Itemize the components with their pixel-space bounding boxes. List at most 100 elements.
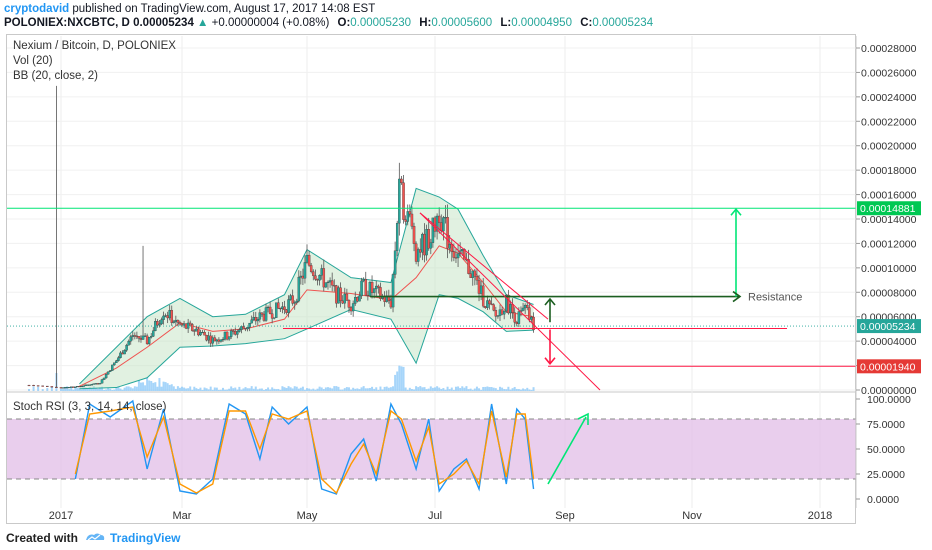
arrow-head (732, 290, 742, 303)
y-tick-label: 0.00004000 (861, 336, 917, 348)
candle-body (217, 339, 221, 342)
tradingview-brand[interactable]: TradingView (110, 531, 181, 545)
volume-bar (271, 387, 274, 391)
volume-bar (429, 386, 432, 391)
candle-body (297, 276, 301, 302)
volume-bar (392, 386, 395, 391)
volume-bar (316, 388, 319, 391)
candle-body (254, 317, 258, 322)
candle-body (98, 383, 102, 385)
volume-bar (320, 387, 323, 391)
candle-body (172, 321, 176, 323)
volume-bar (189, 386, 192, 391)
candle-body (356, 297, 359, 302)
volume-bar (127, 386, 130, 391)
volume-bar (123, 387, 126, 391)
volume-bar (244, 387, 247, 391)
candle-body (414, 243, 418, 262)
candle-body (328, 280, 332, 283)
candle-body (368, 282, 372, 296)
volume-bar (267, 387, 270, 391)
author-link[interactable]: cryptodavid (4, 3, 70, 15)
volume-bar (312, 388, 315, 391)
candle-body (314, 275, 317, 280)
candle-body (303, 262, 307, 279)
last-price: 0.00005234 (133, 17, 194, 29)
volume-bar (238, 386, 241, 391)
close-value: 0.00005234 (592, 17, 654, 29)
candle-body (362, 279, 365, 282)
candle-body (358, 295, 361, 302)
arrow-head (577, 412, 589, 425)
volume-bar (505, 389, 508, 391)
volume-bar (50, 386, 53, 391)
volume-bar (265, 389, 268, 391)
volume-legend[interactable]: Vol (20) (13, 55, 53, 67)
volume-bar (205, 388, 208, 391)
candle-body (88, 384, 91, 386)
volume-bar (256, 389, 259, 391)
stoch-tick-label: 0.0000 (867, 494, 899, 506)
candle-body (454, 257, 458, 259)
candle-body (364, 279, 368, 296)
downtrend-line (419, 212, 549, 320)
volume-bar (459, 387, 462, 391)
volume-bar (215, 387, 218, 391)
candle-body (238, 329, 241, 332)
candle-body (96, 383, 100, 385)
volume-bar (203, 387, 206, 391)
volume-bar (150, 381, 153, 391)
candle-body (515, 322, 519, 324)
candle-body (320, 268, 323, 276)
volume-bar (513, 386, 516, 391)
volume-bar (191, 389, 194, 391)
volume-bar (62, 389, 65, 391)
volume-bar (137, 380, 140, 391)
candle-body (244, 327, 247, 330)
candle-body (193, 330, 196, 332)
candle-body (176, 319, 180, 323)
volume-bar (262, 389, 265, 391)
candle-body (528, 307, 531, 320)
candle-body (301, 275, 305, 279)
candle-body (500, 309, 504, 315)
volume-bar (406, 389, 409, 391)
volume-bar (310, 389, 313, 391)
publish-line: cryptodavid published on TradingView.com… (4, 3, 375, 15)
volume-bar (178, 387, 181, 391)
y-tick-label: 0.00012000 (861, 238, 917, 250)
volume-bar (131, 388, 134, 391)
support-price-tag-bg (857, 359, 921, 374)
candle-body (477, 279, 481, 294)
volume-bar (436, 386, 439, 391)
volume-bar (314, 389, 317, 391)
volume-bar (66, 386, 69, 391)
candle-body (139, 338, 143, 340)
price-tags-layer: 0.00014881 0.00005234 0.00001940 (857, 201, 921, 374)
candle-body (141, 335, 145, 340)
volume-bar (113, 389, 116, 391)
volume-bar (501, 387, 504, 391)
candle-body (266, 306, 270, 308)
candle-body (250, 319, 253, 324)
volume-bar (32, 386, 35, 391)
candle-body (507, 294, 510, 314)
volume-bar (252, 388, 255, 391)
candle-body (490, 303, 493, 305)
volume-bar (306, 388, 308, 391)
bollinger-legend[interactable]: BB (20, close, 2) (13, 70, 99, 82)
volume-bar (419, 386, 422, 391)
volume-bar (415, 386, 418, 391)
candle-body (156, 321, 159, 326)
volume-bar (469, 388, 472, 391)
y-tick-label: 0.00016000 (861, 190, 917, 202)
volume-bar (425, 389, 428, 391)
candle-body (442, 217, 445, 232)
candle-body (427, 229, 430, 249)
stoch-rsi-legend[interactable]: Stoch RSI (3, 3, 14, 14, close) (13, 401, 167, 413)
volume-bar (260, 388, 263, 391)
resistance-price-tag: 0.00014881 (860, 203, 916, 215)
candle-body (404, 219, 407, 222)
x-tick-label: Jul (428, 510, 442, 522)
